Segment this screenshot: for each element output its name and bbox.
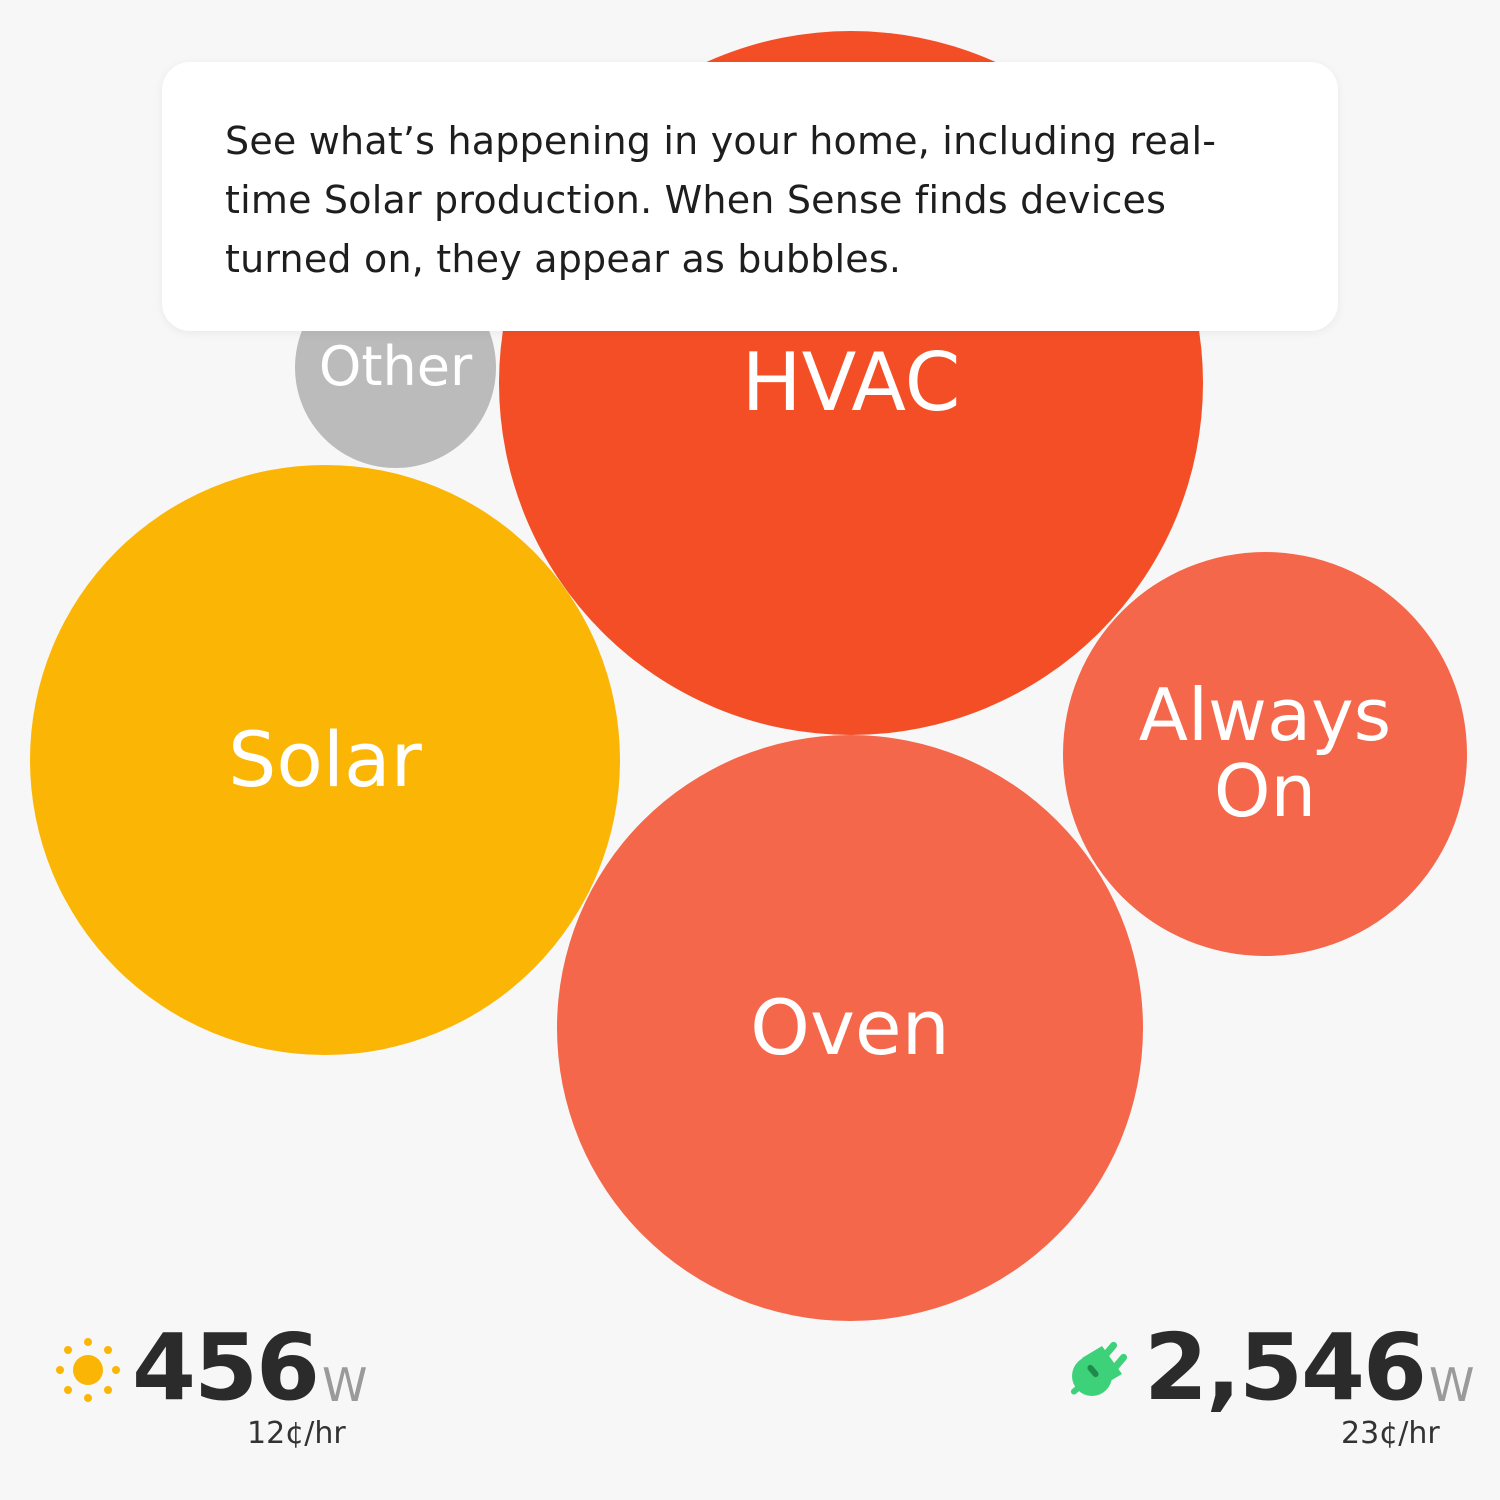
usage-unit: W: [1429, 1358, 1475, 1412]
plug-icon: [1070, 1341, 1128, 1396]
bubble-label: Always On: [1138, 673, 1392, 833]
bubble-label: Solar: [228, 715, 422, 805]
solar-unit: W: [322, 1358, 368, 1412]
tooltip-text: See what’s happening in your home, inclu…: [225, 119, 1217, 281]
solar-production[interactable]: 456 W: [56, 1318, 368, 1418]
solar-watts: 456: [132, 1314, 320, 1421]
usage-watts: 2,546: [1144, 1314, 1427, 1421]
solar-rate: 12¢/hr: [247, 1416, 346, 1451]
bubble-label: Other: [318, 335, 473, 399]
sun-icon: [56, 1338, 120, 1402]
bubble-oven[interactable]: Oven: [557, 735, 1143, 1321]
bubble-solar[interactable]: Solar: [30, 465, 620, 1055]
usage-total[interactable]: 2,546 W: [1068, 1318, 1475, 1418]
bubble-always-on[interactable]: Always On: [1063, 552, 1467, 956]
bubble-label: HVAC: [741, 336, 961, 429]
bubble-label: Oven: [750, 983, 950, 1073]
onboarding-tooltip[interactable]: See what’s happening in your home, inclu…: [162, 62, 1338, 331]
usage-rate: 23¢/hr: [1341, 1416, 1440, 1451]
